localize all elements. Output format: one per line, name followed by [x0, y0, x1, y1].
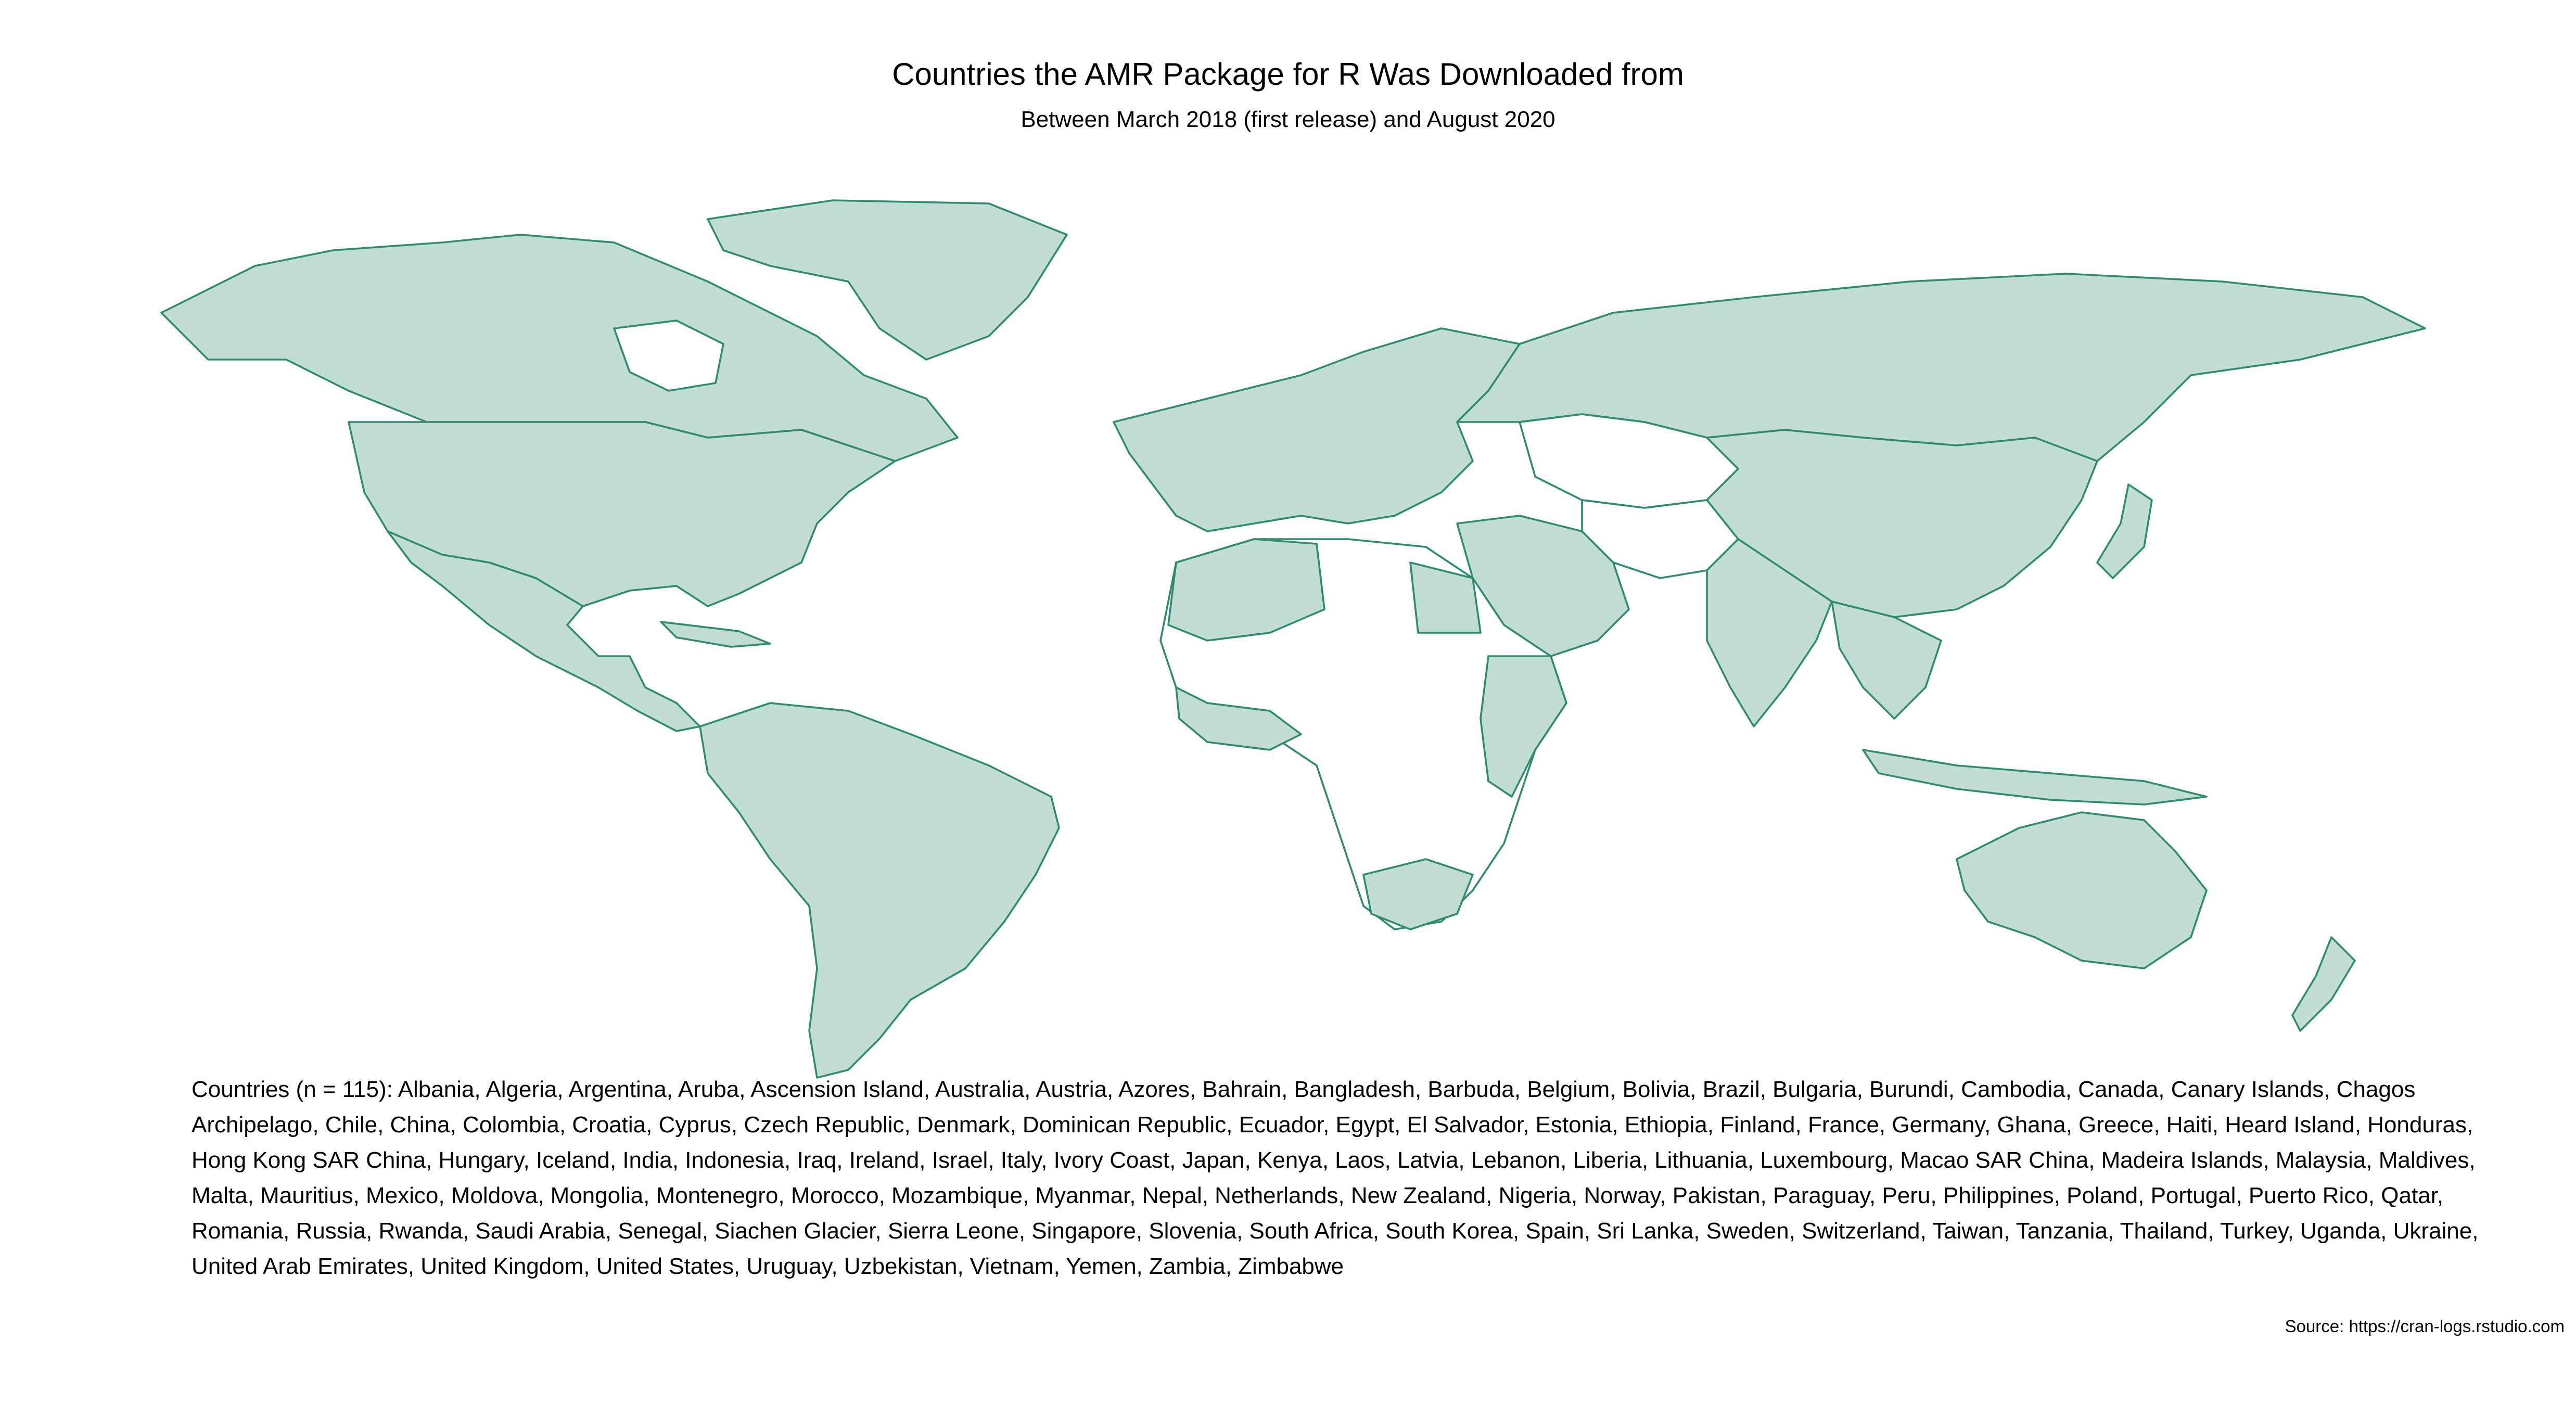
- country-list-caption: Countries (n = 115): Albania, Algeria, A…: [192, 1077, 2479, 1279]
- region-canada: [160, 234, 959, 462]
- region-indonesia: [1862, 749, 2208, 806]
- map-subtitle: Between March 2018 (first release) and A…: [1021, 107, 1555, 132]
- region-united-states: [348, 421, 896, 607]
- region-egypt: [1409, 561, 1482, 634]
- region-japan: [2096, 483, 2153, 579]
- region-new-zealand: [2291, 936, 2356, 1032]
- region-south-america: [699, 702, 1060, 1079]
- region-east-africa: [1480, 655, 1567, 798]
- region-europe: [1113, 327, 1521, 532]
- source-note: Source: https://cran-logs.rstudio.com: [2285, 1317, 2565, 1336]
- region-mexico: [387, 530, 701, 732]
- region-hudson-bay: [613, 320, 724, 392]
- region-southern-africa: [1362, 858, 1474, 930]
- region-west-africa: [1175, 686, 1302, 751]
- region-australia: [1956, 811, 2208, 969]
- region-southeast-asia: [1831, 601, 1942, 720]
- region-caribbean: [660, 621, 771, 648]
- region-greenland: [707, 199, 1068, 361]
- region-north-africa: [1167, 538, 1325, 642]
- map-title: Countries the AMR Package for R Was Down…: [892, 57, 1684, 92]
- region-india: [1706, 538, 1833, 727]
- world-map: [160, 199, 2426, 1079]
